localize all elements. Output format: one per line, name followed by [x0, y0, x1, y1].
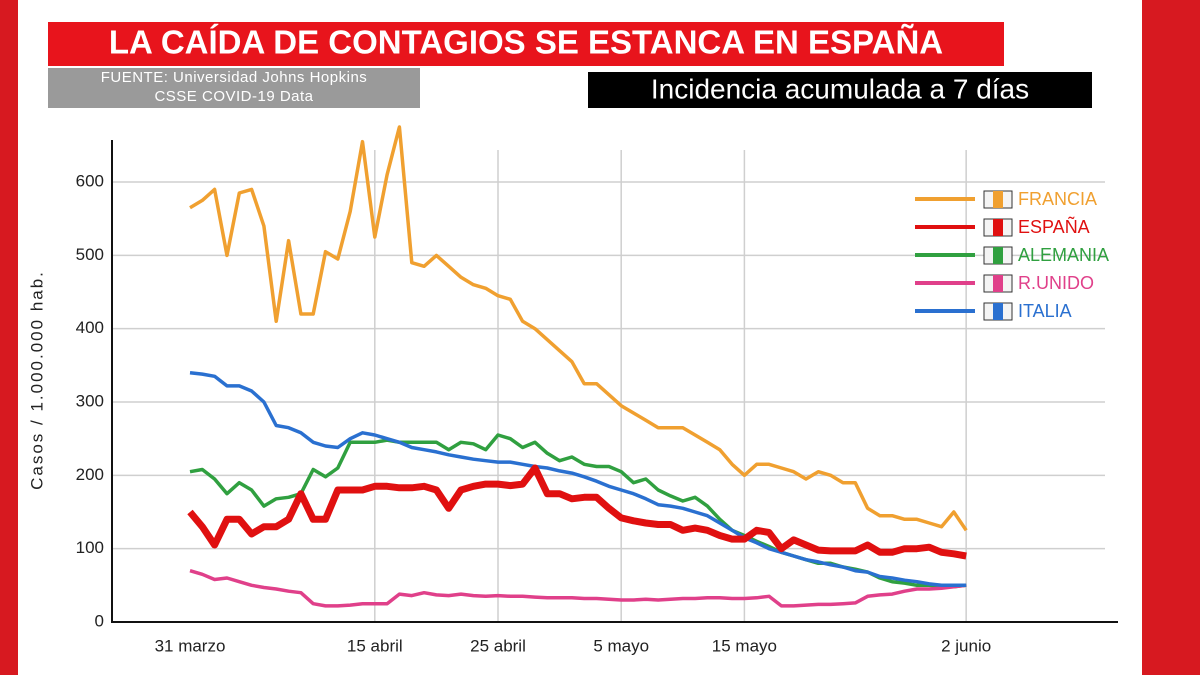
source: FUENTE: Universidad Johns Hopkins — [101, 69, 368, 86]
legend-label: ALEMANIA — [1018, 245, 1109, 265]
x-tick-label: 15 mayo — [712, 636, 777, 655]
series-line — [189, 370, 967, 588]
legend-flag-band — [993, 303, 1003, 320]
series-line — [187, 464, 967, 560]
y-axis-label: Casos / 1.000.000 hab. — [27, 270, 46, 490]
chart-title: LA CAÍDA DE CONTAGIOS SE ESTANCA EN ESPA… — [109, 24, 943, 61]
legend-label: FRANCIA — [1018, 189, 1097, 209]
legend-flag-band — [993, 275, 1003, 292]
legend: FRANCIA ESPAÑA ALEMANIA R.UNIDO ITALIA — [915, 189, 1109, 321]
legend-flag-band — [993, 219, 1003, 236]
x-tick-label: 15 abril — [347, 636, 403, 655]
series-line — [189, 125, 968, 532]
y-tick-label: 200 — [76, 465, 104, 484]
y-tick-label: 300 — [76, 391, 104, 410]
series-line — [189, 569, 967, 608]
side-bar — [0, 0, 18, 675]
title-banner — [48, 22, 1004, 66]
legend-label: ITALIA — [1018, 301, 1072, 321]
x-tick-label: 5 mayo — [593, 636, 649, 655]
y-tick-label: 100 — [76, 538, 104, 557]
y-tick-label: 0 — [95, 611, 104, 630]
subtitle: Incidencia acumulada a 7 días — [651, 73, 1029, 104]
y-tick-label: 600 — [76, 172, 104, 191]
subtitle-box — [588, 72, 1092, 108]
x-tick-label: 25 abril — [470, 636, 526, 655]
legend-flag-band — [993, 191, 1003, 208]
x-tick-label: 2 junio — [941, 636, 991, 655]
y-tick-label: 500 — [76, 245, 104, 264]
legend-label: R.UNIDO — [1018, 273, 1094, 293]
lines — [187, 125, 968, 608]
legend-flag-band — [993, 247, 1003, 264]
source: CSSE COVID-19 Data — [154, 88, 313, 105]
side-bar — [1142, 0, 1200, 675]
legend-label: ESPAÑA — [1018, 216, 1090, 237]
y-tick-label: 400 — [76, 318, 104, 337]
source-box — [48, 68, 420, 108]
x-tick-label: 31 marzo — [155, 636, 226, 655]
